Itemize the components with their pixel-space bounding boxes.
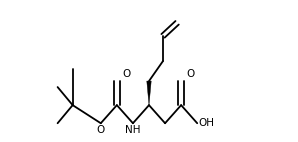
Polygon shape — [147, 81, 151, 105]
Text: NH: NH — [125, 125, 141, 135]
Text: O: O — [97, 125, 105, 135]
Text: O: O — [187, 69, 195, 79]
Text: OH: OH — [198, 118, 215, 128]
Text: O: O — [122, 69, 131, 79]
